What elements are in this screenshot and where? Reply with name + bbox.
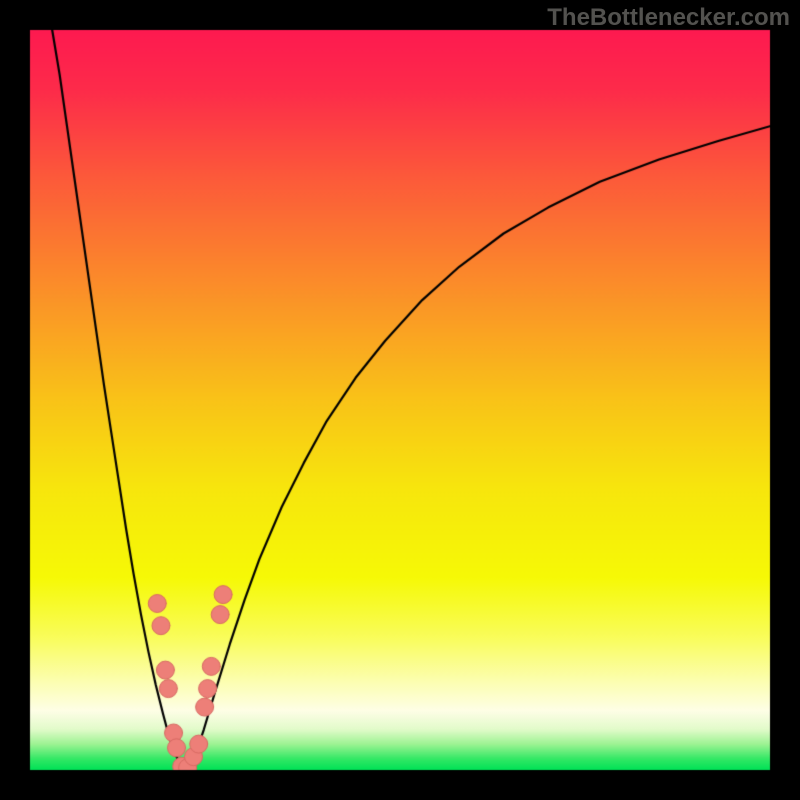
- bottleneck-chart: [0, 0, 800, 800]
